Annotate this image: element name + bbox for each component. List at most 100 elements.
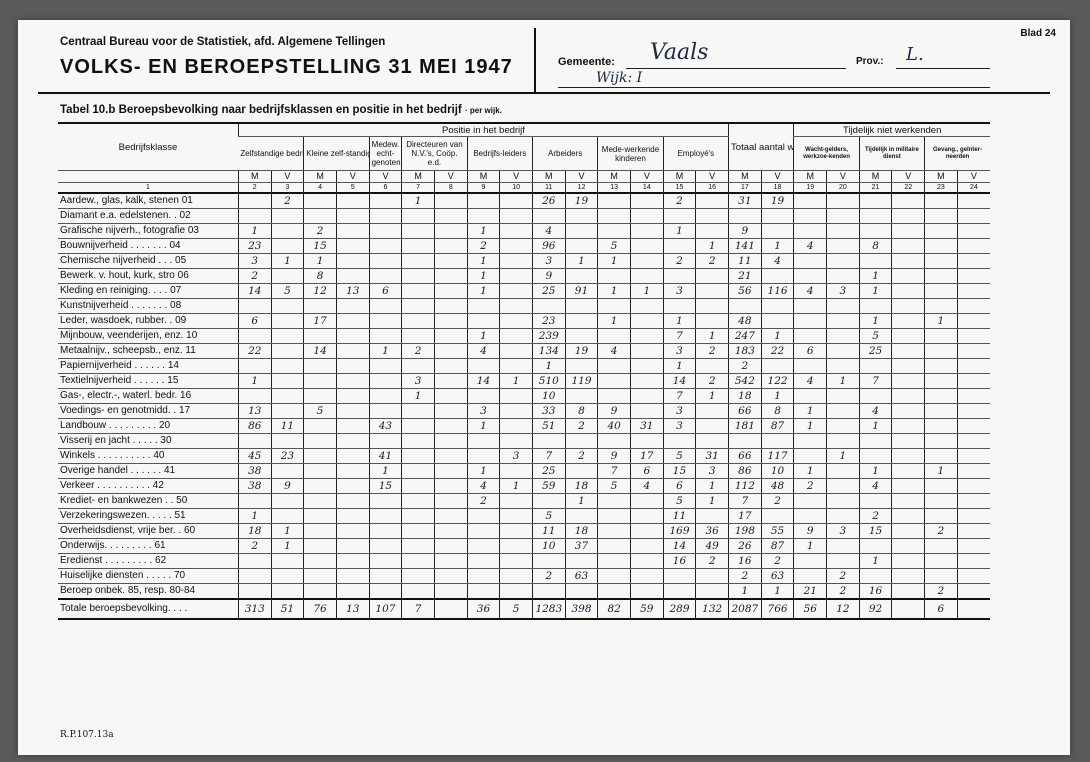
- header-group-employes: Employé's: [662, 136, 729, 171]
- table-cell: [466, 523, 500, 539]
- header-mv-cell: M: [793, 170, 827, 183]
- table-cell: 8: [564, 403, 598, 419]
- table-cell: 2: [237, 268, 272, 284]
- table-cell: [956, 373, 990, 389]
- table-cell: 2: [793, 478, 827, 494]
- table-cell: [629, 343, 664, 359]
- table-cell: 31: [629, 418, 664, 434]
- table-cell: [956, 238, 990, 254]
- table-cell: [270, 238, 304, 254]
- table-cell: [728, 298, 762, 314]
- row-label: Onderwijs. . . . . . . . . 61: [58, 538, 239, 554]
- table-cell: [531, 493, 566, 509]
- table-cell: [303, 298, 337, 314]
- table-cell: 15: [858, 523, 892, 539]
- table-cell: 31: [695, 448, 729, 464]
- table-cell: [433, 343, 468, 359]
- table-cell: [401, 523, 435, 539]
- header-group-zelfstandige: Zelfstandige bedrijfs-hoofden: [238, 136, 304, 171]
- table-cell: [695, 418, 729, 434]
- table-cell: [956, 523, 990, 539]
- table-cell: [270, 343, 304, 359]
- table-cell: [662, 433, 696, 449]
- table-cell: 2: [728, 358, 762, 374]
- table-cell: [891, 433, 925, 449]
- header-colnum: 20: [826, 182, 860, 194]
- table-cell: [401, 418, 435, 434]
- table-cell: [335, 508, 370, 524]
- table-cell: 5: [270, 283, 304, 299]
- table-cell: [760, 358, 794, 374]
- table-cell: 1: [237, 373, 272, 389]
- table-cell: [956, 403, 990, 419]
- table-cell: [924, 433, 958, 449]
- total-cell: [433, 598, 468, 620]
- table-cell: [597, 298, 631, 314]
- table-cell: [303, 463, 337, 479]
- table-cell: [499, 433, 533, 449]
- header-group-arbeiders: Arbeiders: [531, 136, 598, 171]
- table-cell: 14: [662, 373, 696, 389]
- table-cell: 3: [401, 373, 435, 389]
- table-cell: [695, 208, 729, 224]
- row-label: Verzekeringswezen. . . . . 51: [58, 508, 239, 524]
- table-cell: [270, 403, 304, 419]
- header-mv-cell: V: [695, 170, 729, 183]
- table-cell: [401, 358, 435, 374]
- table-cell: [956, 553, 990, 569]
- table-cell: [368, 553, 402, 569]
- table-cell: 8: [858, 238, 892, 254]
- table-cell: [335, 193, 370, 209]
- table-cell: [303, 418, 337, 434]
- table-row: Leder, wasdoek, rubber. . 09 6 17 23 1 1 48 1 1: [58, 313, 990, 329]
- row-label: Gas-, electr.-, waterl. bedr. 16: [58, 388, 239, 404]
- table-cell: [564, 208, 598, 224]
- table-cell: [433, 553, 468, 569]
- table-cell: [891, 553, 925, 569]
- table-cell: [499, 568, 533, 584]
- table-cell: 87: [760, 418, 794, 434]
- table-cell: [858, 388, 892, 404]
- table-cell: [597, 328, 631, 344]
- table-cell: 7: [858, 373, 892, 389]
- table-cell: 2: [531, 568, 566, 584]
- table-cell: [303, 373, 337, 389]
- table-cell: 134: [531, 343, 566, 359]
- table-cell: [760, 223, 794, 239]
- table-cell: [695, 268, 729, 284]
- table-cell: [629, 538, 664, 554]
- table-cell: [793, 508, 827, 524]
- table-cell: 9: [793, 523, 827, 539]
- row-label: Voedings- en genotmidd. . 17: [58, 403, 239, 419]
- table-cell: [891, 388, 925, 404]
- header-group-medew: Medew. echt-genoten: [368, 136, 402, 171]
- table-cell: [924, 193, 958, 209]
- table-cell: 1: [924, 463, 958, 479]
- table-cell: 1: [695, 238, 729, 254]
- header-colnum: 18: [760, 182, 794, 194]
- table-cell: [891, 523, 925, 539]
- table-cell: 91: [564, 283, 598, 299]
- table-cell: 5: [597, 478, 631, 494]
- row-label: Metaalnijv., scheepsb., enz. 11: [58, 343, 239, 359]
- table-cell: [401, 553, 435, 569]
- table-cell: 247: [728, 328, 762, 344]
- table-cell: 18: [564, 478, 598, 494]
- table-cell: [237, 433, 272, 449]
- table-cell: [401, 478, 435, 494]
- table-cell: 26: [531, 193, 566, 209]
- wijk-underline: [558, 87, 990, 88]
- table-cell: 1: [368, 343, 402, 359]
- table-cell: [303, 433, 337, 449]
- table-cell: [466, 448, 500, 464]
- table-cell: [891, 493, 925, 509]
- table-cell: [303, 583, 337, 600]
- table-cell: 1: [597, 313, 631, 329]
- table-cell: 1: [760, 328, 794, 344]
- table-cell: [335, 478, 370, 494]
- total-cell: 82: [597, 598, 631, 620]
- header-colnum: 1: [58, 182, 239, 194]
- table-cell: [303, 568, 337, 584]
- table-cell: 4: [858, 478, 892, 494]
- table-cell: [858, 208, 892, 224]
